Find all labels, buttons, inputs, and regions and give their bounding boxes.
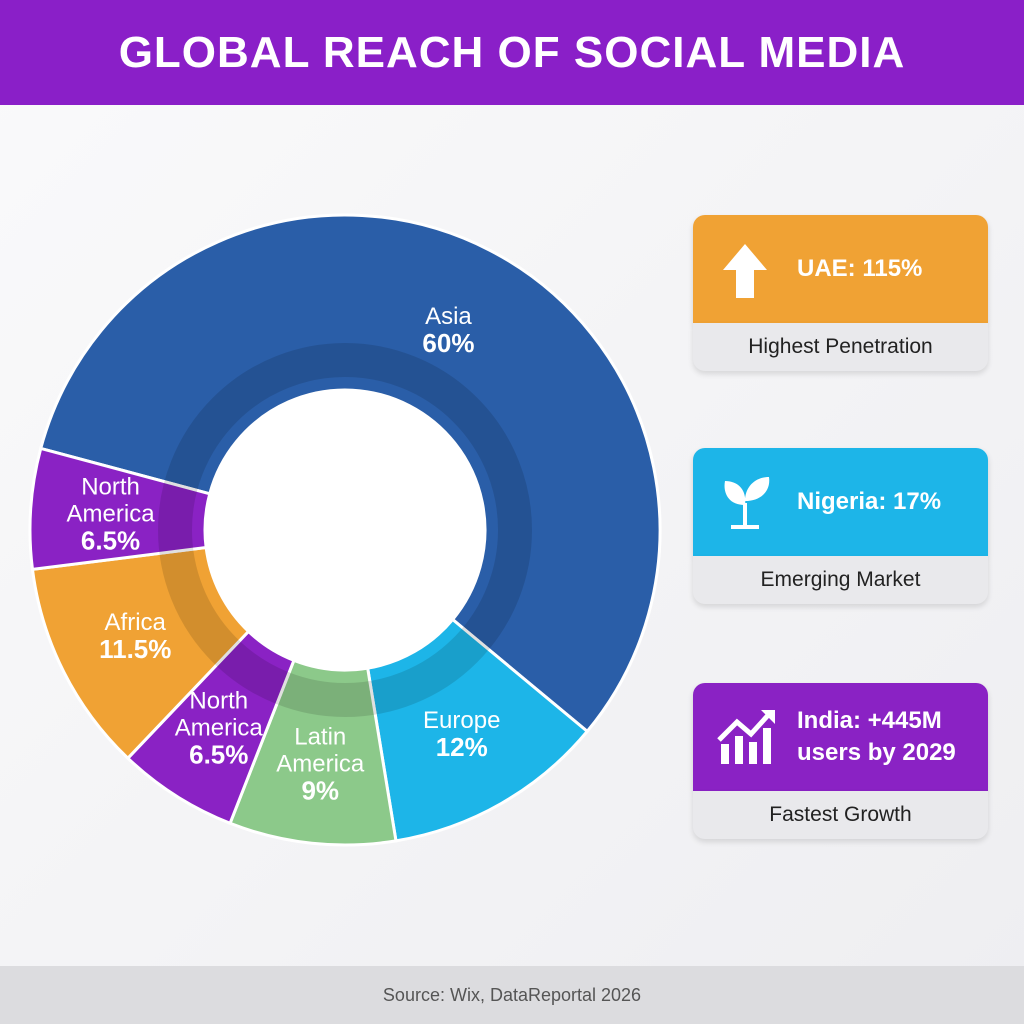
segment-category: Latin America	[276, 723, 365, 778]
card-caption: Highest Penetration	[693, 323, 988, 371]
segment-label: Africa 11.5%	[75, 609, 195, 663]
segment-label: Europe 12%	[402, 707, 522, 761]
segment-label: Latin America 9%	[260, 723, 380, 804]
segment-label: Asia 60%	[388, 303, 508, 357]
card-icon	[724, 477, 770, 529]
segment-category: Europe	[423, 706, 501, 734]
headline-line: Nigeria: 17%	[797, 488, 942, 515]
header: GLOBAL REACH OF SOCIAL MEDIA	[0, 0, 1024, 105]
info-card: Nigeria: 17% Emerging Market	[693, 448, 988, 604]
headline-line: India: +445M	[797, 707, 942, 734]
card-banner: India: +445M users by 2029	[693, 683, 988, 791]
info-card: India: +445M users by 2029 Fastest Growth	[693, 683, 988, 839]
segment-value: 6.5%	[80, 525, 141, 556]
card-banner: UAE: 115%	[693, 215, 988, 323]
chart-title: GLOBAL REACH OF SOCIAL MEDIA	[118, 27, 906, 77]
segment-value: 60%	[422, 328, 475, 359]
segment-category: North America	[66, 473, 155, 528]
segment-value: 12%	[435, 731, 488, 762]
card-icon	[717, 710, 775, 764]
headline-line: users by 2029	[797, 739, 956, 766]
segment-category: Africa	[104, 608, 166, 636]
card-caption: Emerging Market	[693, 556, 988, 604]
segment-value: 9%	[301, 775, 340, 806]
card-icon	[723, 244, 767, 298]
card-headline: Nigeria: 17%	[797, 486, 941, 518]
inner-ring	[158, 343, 532, 717]
headline-line: UAE: 115%	[797, 255, 923, 282]
segment-value: 11.5%	[99, 633, 172, 664]
card-headline: UAE: 115%	[797, 253, 922, 285]
card-caption: Fastest Growth	[693, 791, 988, 839]
segment-category: Asia	[425, 303, 472, 331]
card-banner: Nigeria: 17%	[693, 448, 988, 556]
card-headline: India: +445M users by 2029	[797, 705, 956, 769]
segment-category: North America	[174, 687, 263, 742]
footer: Source: Wix, DataReportal 2026	[0, 966, 1024, 1024]
info-card: UAE: 115% Highest Penetration	[693, 215, 988, 371]
segment-value: 6.5%	[189, 739, 249, 770]
segment-label: North America 6.5%	[51, 473, 171, 554]
donut-hole	[205, 390, 485, 670]
segment-label: North America 6.5%	[159, 688, 279, 769]
